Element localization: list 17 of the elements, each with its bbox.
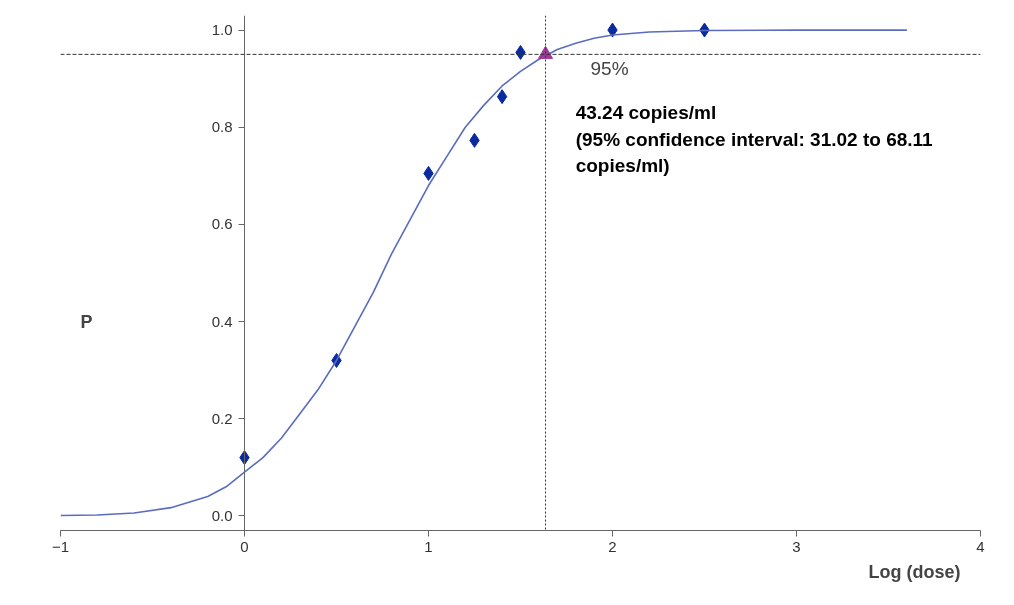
y-tick-label: 0.0 — [211, 506, 233, 524]
y-tick-label: 0.2 — [211, 409, 233, 427]
x-tick-label: 4 — [976, 537, 985, 555]
x-tick-label: 1 — [424, 537, 433, 555]
x-tick-label: −1 — [51, 537, 70, 555]
x-tick-label: 0 — [240, 537, 249, 555]
annotation: 43.24 copies/ml (95% confidence interval: 31.02 to 68.11 copies/ml) — [575, 102, 934, 176]
y-tick-label: 0.8 — [211, 118, 233, 136]
x-tick-label: 3 — [792, 537, 801, 555]
y-tick-label: 0.6 — [211, 215, 233, 233]
point — [496, 89, 508, 105]
y-tick-label: 0.4 — [211, 312, 233, 330]
x-axis-title: Log (dose) — [868, 561, 961, 582]
annotation: 95% — [590, 58, 629, 80]
y-axis-title: P — [80, 311, 93, 332]
x-tick-label: 2 — [608, 537, 617, 555]
y-tick-label: 1.0 — [211, 21, 233, 39]
